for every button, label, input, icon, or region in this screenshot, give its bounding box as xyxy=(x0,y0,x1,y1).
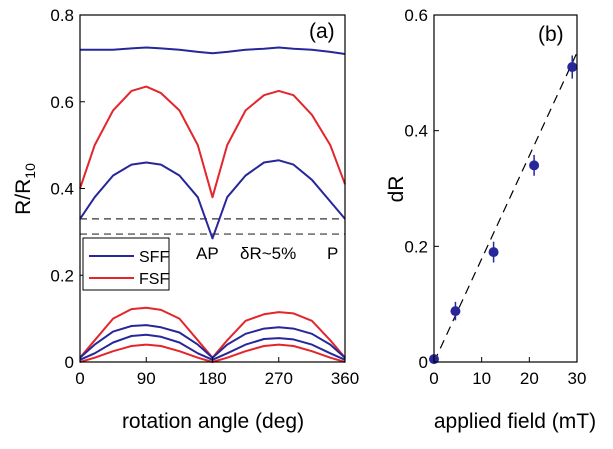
panel-a-y-ticks: 0 0.2 0.4 0.6 0.8 xyxy=(50,6,85,372)
y-tick-label-0.6: 0.6 xyxy=(50,93,74,112)
x-tick-label-270: 270 xyxy=(265,369,293,388)
b-x-tick-label-0: 0 xyxy=(429,369,438,388)
y-axis-label-main: R/R xyxy=(12,179,35,215)
panel-b-plot-area xyxy=(429,52,578,365)
annotation-ap: AP xyxy=(196,244,219,263)
b-y-tick-label-0: 0 xyxy=(419,353,428,372)
panel-b-frame xyxy=(433,14,578,363)
panel-b-label: (b) xyxy=(538,23,564,46)
series-line-sff-0 xyxy=(80,46,346,55)
data-point-2 xyxy=(488,247,499,258)
panel-b-y-ticks: 0 0.2 0.4 0.6 xyxy=(404,6,439,372)
data-point-3 xyxy=(529,160,540,171)
panel-b-x-ticks: 0 10 20 30 xyxy=(429,357,586,388)
panel-a-plot-area xyxy=(79,46,346,363)
legend-label-fsf: FSF xyxy=(139,271,169,288)
x-tick-label-180: 180 xyxy=(198,369,226,388)
panel-a-frame xyxy=(79,14,346,363)
panel-a-x-ticks: 0 90 180 270 360 xyxy=(75,357,359,388)
legend-box xyxy=(82,237,170,291)
annotation-p: P xyxy=(327,244,338,263)
panel-b-x-axis-label: applied field (mT) xyxy=(434,410,596,433)
panel-a-y-axis-label: R/R10 xyxy=(12,163,38,215)
b-x-tick-label-10: 10 xyxy=(472,369,491,388)
series-line-sff-2 xyxy=(79,159,346,240)
y-axis-label-subscript: 10 xyxy=(22,163,38,179)
legend-label-sff: SFF xyxy=(139,249,169,266)
x-tick-label-0: 0 xyxy=(75,369,84,388)
b-y-tick-label-0.2: 0.2 xyxy=(404,237,428,256)
panel-a: 0 90 180 270 360 00.20.40.60.8 (a) AP δR~5% … xyxy=(12,6,359,433)
panel-a-x-axis-label: rotation angle (deg) xyxy=(122,410,304,433)
annotation-delta-r: δR~5% xyxy=(240,244,296,263)
x-tick-label-360: 360 xyxy=(331,369,359,388)
b-x-tick-label-20: 20 xyxy=(520,369,539,388)
b-y-tick-label-0.4: 0.4 xyxy=(404,122,428,141)
y-tick-label-0.4: 0.4 xyxy=(50,180,74,199)
fit-line xyxy=(433,52,578,363)
y-tick-label-0.8: 0.8 xyxy=(50,6,74,25)
b-x-tick-label-30: 30 xyxy=(568,369,587,388)
data-point-4 xyxy=(567,62,578,73)
panel-b: 0 10 20 30 0 0.2 0.4 0.6 (b) applied field (mT… xyxy=(385,6,596,433)
b-y-tick-label-0.6: 0.6 xyxy=(404,6,428,25)
series-line-fsf-1 xyxy=(79,85,346,199)
panel-a-legend: SFF FSF xyxy=(82,237,170,291)
series-line-sff-4 xyxy=(79,324,346,359)
x-tick-label-90: 90 xyxy=(137,369,156,388)
data-point-1 xyxy=(450,306,461,317)
y-tick-label-0: 0 xyxy=(65,353,74,372)
panel-a-label: (a) xyxy=(309,20,335,43)
series-line-sff-5 xyxy=(79,333,346,361)
panel-b-y-axis-label: dR xyxy=(385,176,408,203)
y-tick-label-0.2: 0.2 xyxy=(50,266,74,285)
